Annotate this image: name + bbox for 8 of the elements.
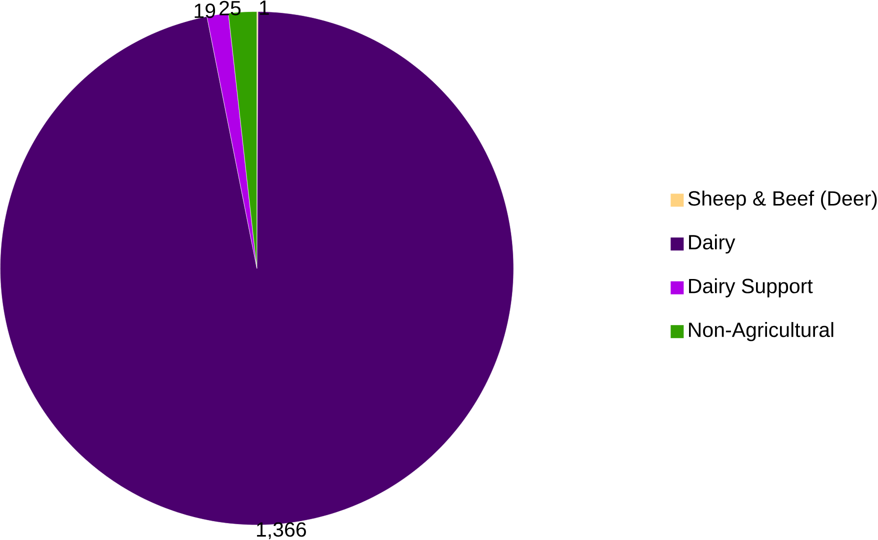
data-label: 1	[260, 0, 269, 15]
data-label: 25	[220, 0, 241, 16]
legend-label: Dairy	[689, 234, 736, 254]
legend-label: Non-Agricultural	[689, 322, 834, 342]
legend-label: Sheep & Beef (Deer)	[688, 190, 877, 210]
data-label: 1,366	[257, 522, 306, 540]
legend-label: Dairy Support	[689, 278, 813, 298]
data-label: 19	[194, 4, 216, 18]
